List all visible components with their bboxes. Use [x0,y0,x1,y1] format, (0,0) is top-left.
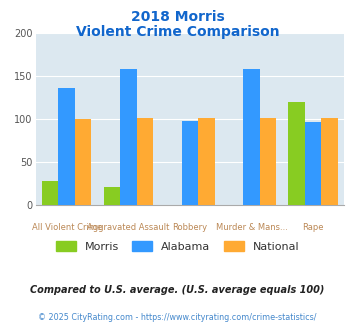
Text: Aggravated Assault: Aggravated Assault [87,223,169,232]
Bar [75,119,91,205]
Text: Violent Crime Comparison: Violent Crime Comparison [76,25,279,39]
Text: Rape: Rape [302,223,324,232]
Text: Compared to U.S. average. (U.S. average equals 100): Compared to U.S. average. (U.S. average … [30,285,325,295]
Text: © 2025 CityRating.com - https://www.cityrating.com/crime-statistics/: © 2025 CityRating.com - https://www.city… [38,314,317,322]
Legend: Morris, Alabama, National: Morris, Alabama, National [51,237,304,256]
Bar [289,103,305,205]
Text: 2018 Morris: 2018 Morris [131,10,224,24]
Bar [198,118,214,205]
Bar [42,182,59,205]
Bar [321,118,338,205]
Bar [182,120,198,205]
Bar [305,122,321,205]
Text: Murder & Mans...: Murder & Mans... [215,223,288,232]
Bar [243,69,260,205]
Text: Robbery: Robbery [173,223,207,232]
Text: All Violent Crime: All Violent Crime [32,223,102,232]
Bar [104,186,120,205]
Bar [137,118,153,205]
Bar [59,88,75,205]
Bar [120,69,137,205]
Bar [260,118,276,205]
